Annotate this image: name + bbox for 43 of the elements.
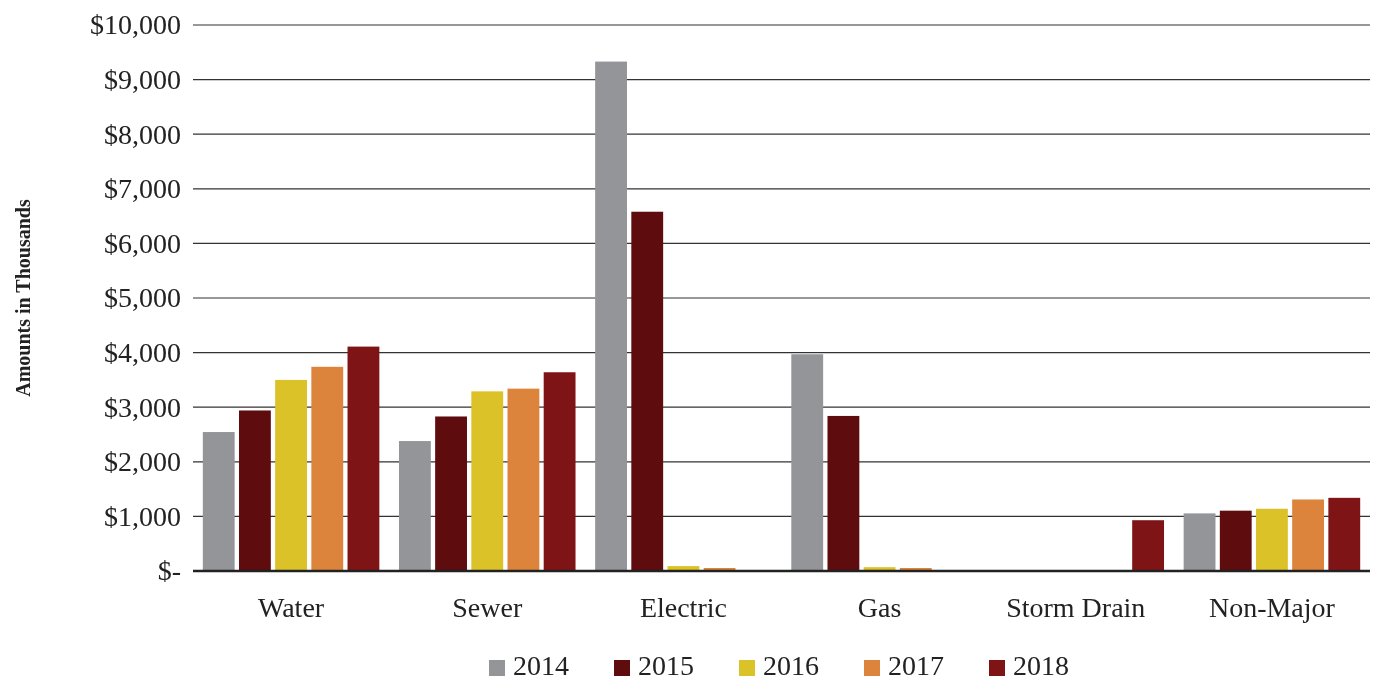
legend-label: 2015 — [638, 650, 694, 681]
bar — [791, 354, 824, 571]
bar — [1132, 520, 1165, 571]
bar — [543, 372, 576, 571]
y-tick-label: $6,000 — [104, 227, 181, 259]
x-tick-label: Storm Drain — [1006, 591, 1146, 623]
y-tick-label: $9,000 — [104, 64, 181, 96]
bar — [435, 416, 467, 571]
bar — [347, 346, 380, 571]
y-tick-label: $10,000 — [90, 9, 181, 41]
bar — [1256, 508, 1288, 571]
bar — [1292, 499, 1325, 571]
bar — [595, 61, 627, 571]
x-tick-label: Sewer — [452, 591, 523, 623]
y-tick-label: $2,000 — [104, 446, 181, 478]
bar — [202, 432, 235, 571]
y-axis-title: Amounts in Thousands — [12, 199, 34, 397]
y-tick-label: $5,000 — [104, 282, 181, 314]
x-tick-label: Gas — [857, 591, 902, 623]
bar — [507, 388, 540, 571]
legend-label: 2018 — [1013, 650, 1069, 681]
bar — [631, 211, 664, 571]
y-tick-label: $7,000 — [104, 173, 181, 205]
y-tick-label: $1,000 — [104, 500, 181, 532]
bar — [238, 410, 271, 571]
legend-label: 2014 — [513, 650, 569, 681]
x-tick-label: Non-Major — [1208, 591, 1336, 623]
bar — [471, 391, 504, 571]
bar — [1183, 513, 1216, 571]
bar — [827, 415, 860, 571]
bar — [398, 441, 431, 571]
y-tick-label: $3,000 — [104, 391, 181, 423]
x-tick-label: Water — [258, 591, 325, 623]
bar — [311, 366, 344, 571]
x-tick-label: Electric — [639, 591, 727, 623]
bar — [1219, 510, 1252, 571]
y-tick-label: $4,000 — [104, 337, 181, 369]
y-tick-label: $8,000 — [104, 118, 181, 150]
bar — [275, 379, 307, 571]
y-tick-label: $- — [157, 555, 181, 587]
legend-label: 2016 — [763, 650, 819, 681]
bar — [1328, 497, 1361, 571]
legend-label: 2017 — [888, 650, 944, 681]
